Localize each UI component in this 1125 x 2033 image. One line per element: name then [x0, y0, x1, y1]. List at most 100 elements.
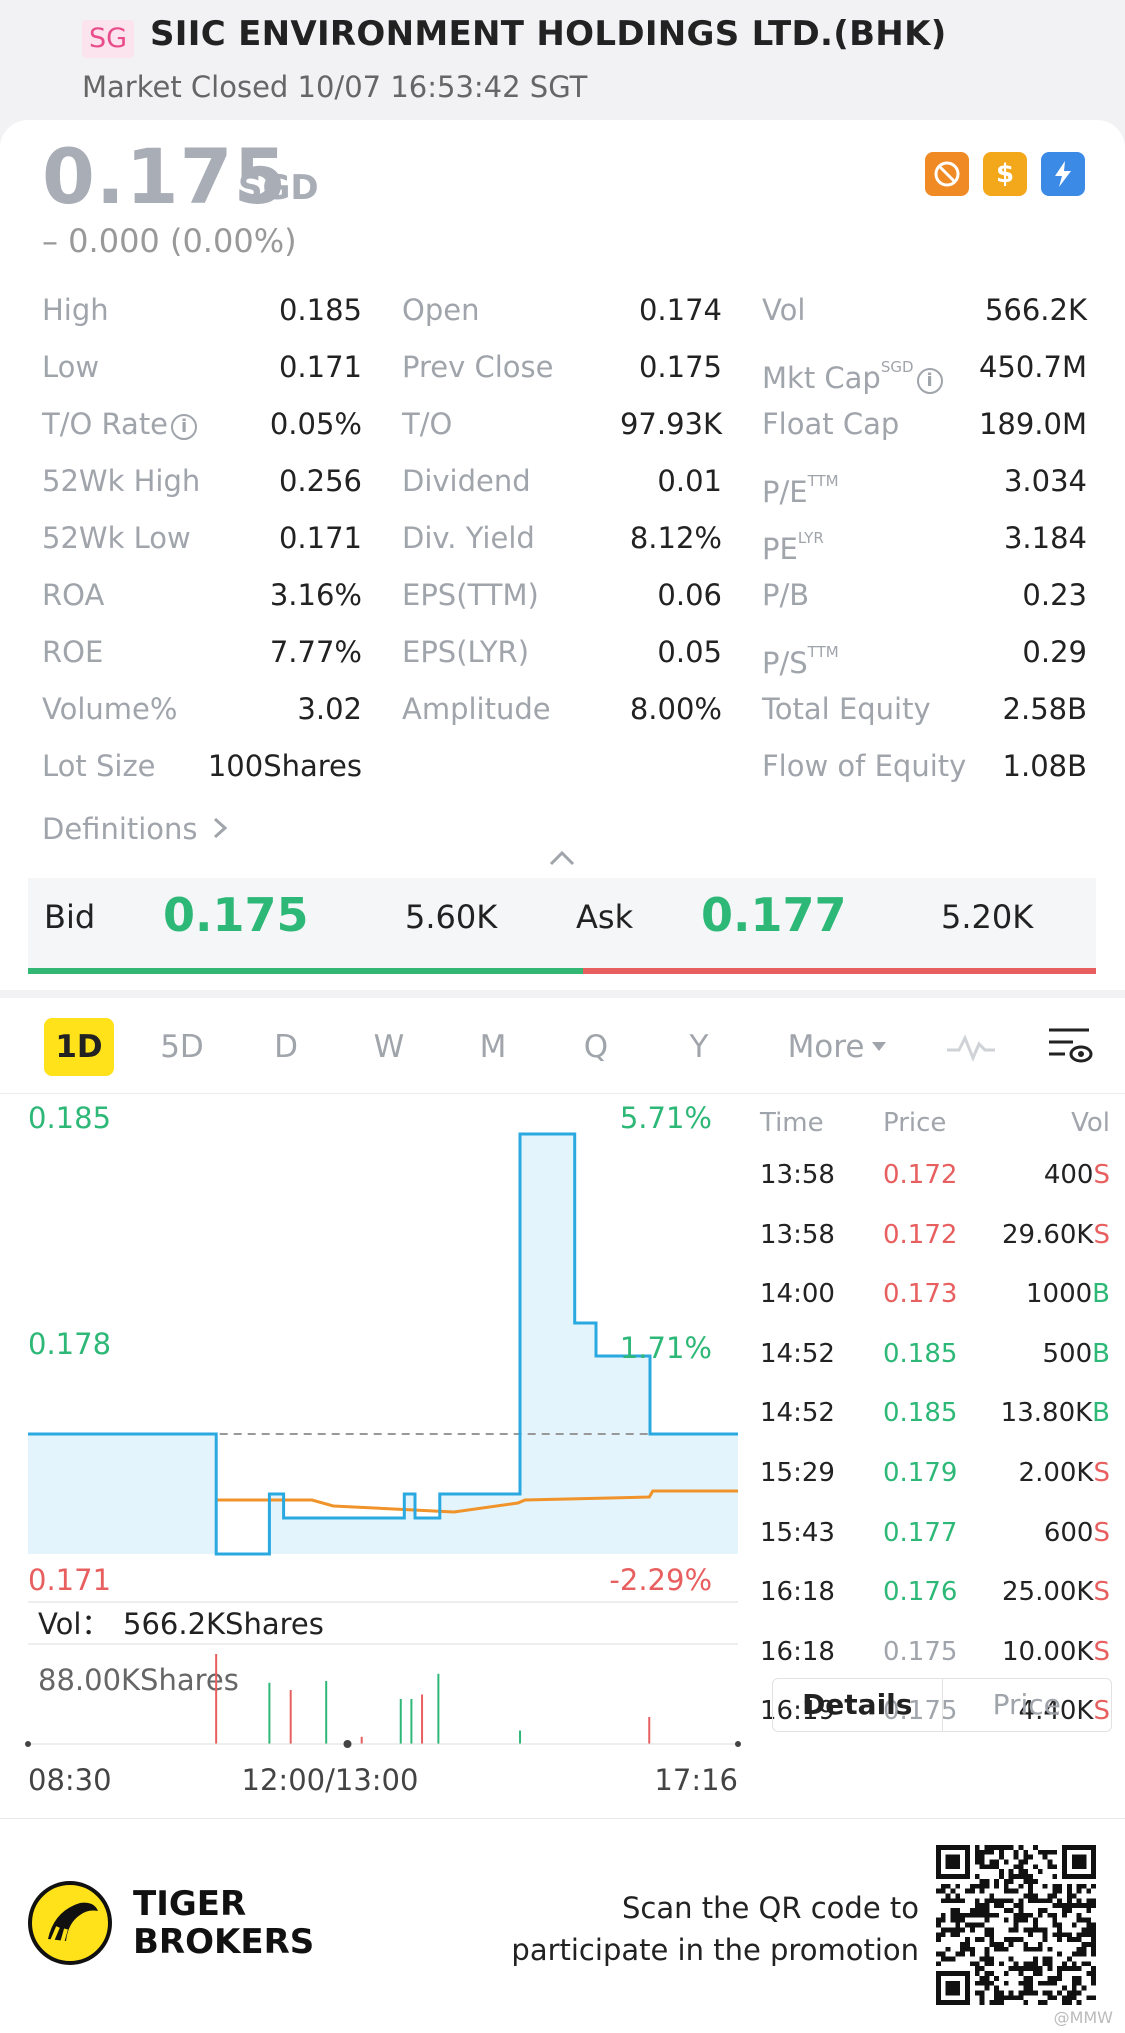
intraday-chart[interactable]: 0.185 0.178 0.171 5.71% 1.71% -2.29% Vol： 566.2… — [0, 1094, 760, 1814]
stat-pb: P/B 0.23 — [762, 567, 1087, 624]
stat-float-cap: Float Cap 189.0M — [762, 396, 1087, 453]
volume-label: Vol： — [38, 1607, 110, 1641]
superscript: TTM — [807, 643, 839, 661]
tab-details[interactable]: Details — [802, 1688, 913, 1721]
tab-q[interactable]: Q — [583, 1029, 609, 1065]
trade-volume: 13.80KB — [1001, 1398, 1110, 1428]
tab-1d[interactable]: 1D — [44, 1018, 114, 1076]
stat-label-text: P/S — [762, 646, 808, 680]
indicator-wave-icon[interactable] — [945, 1030, 997, 1064]
trade-volume: 600S — [1044, 1518, 1110, 1548]
stats-row: Volume% 3.02 Amplitude 8.00% Total Equity 2… — [42, 681, 1087, 738]
trade-volume: 400S — [1044, 1160, 1110, 1190]
trade-row: 14:52 0.185 500B — [760, 1339, 1110, 1398]
stats-row: 52Wk High 0.256 Dividend 0.01 P/ETTM 3.034 — [42, 453, 1087, 510]
trade-price: 0.172 — [883, 1160, 958, 1190]
stat-value: 450.7M — [978, 350, 1087, 384]
trade-row: 13:58 0.172 29.60KS — [760, 1220, 1110, 1279]
superscript: LYR — [797, 529, 824, 547]
stat-52wk-low: 52Wk Low 0.171 — [42, 510, 362, 567]
trade-row: 15:29 0.179 2.00KS — [760, 1458, 1110, 1517]
ask-label: Ask — [576, 898, 634, 936]
no-short-sell-icon[interactable] — [925, 152, 969, 196]
trade-time: 15:29 — [760, 1458, 835, 1488]
stat-to: T/O 97.93K — [402, 396, 722, 453]
pct-low-label: -2.29% — [609, 1563, 712, 1597]
flash-icon[interactable] — [1041, 152, 1085, 196]
stat-value: 3.02 — [297, 692, 362, 726]
qr-finder-center — [945, 1854, 961, 1870]
superscript: SGD — [880, 358, 914, 376]
qr-finder-center — [945, 1980, 961, 1996]
trade-side: S — [1093, 1458, 1110, 1488]
tab-price[interactable]: Price — [941, 1679, 1112, 1731]
stat-value: 0.174 — [638, 293, 722, 327]
stat-value: 0.05 — [657, 635, 722, 669]
info-icon[interactable]: i — [916, 368, 943, 394]
trade-volume: 2.00KS — [1019, 1458, 1110, 1488]
qr-modules — [936, 1845, 1096, 2005]
stat-value: 189.0M — [978, 407, 1087, 441]
stat-label: P/STTM — [762, 624, 839, 692]
promo-text: Scan the QR code to participate in the p… — [511, 1887, 919, 1971]
trade-row: 16:18 0.175 10.00KS — [760, 1637, 1110, 1696]
stat-value: 0.01 — [657, 464, 722, 498]
tab-more[interactable]: More — [772, 1018, 902, 1076]
stat-open: Open 0.174 — [402, 282, 722, 339]
y-low-label: 0.171 — [28, 1563, 111, 1597]
stat-value: 2.58B — [1002, 692, 1087, 726]
stat-52wk-high: 52Wk High 0.256 — [42, 453, 362, 510]
trade-row: 14:00 0.173 1000B — [760, 1279, 1110, 1338]
trade-volume-value: 2.00K — [1018, 1458, 1094, 1488]
chart-settings-icon[interactable] — [1045, 1024, 1093, 1068]
trade-row: 15:43 0.177 600S — [760, 1518, 1110, 1577]
pct-high-label: 5.71% — [620, 1101, 712, 1135]
trade-volume: 10.00KS — [1002, 1637, 1110, 1667]
tab-y[interactable]: Y — [689, 1029, 709, 1065]
qr-code[interactable] — [936, 1845, 1096, 2005]
price-change: – 0.000 (0.00%) — [42, 222, 297, 260]
ask-size: 5.20K — [941, 898, 1034, 936]
stat-value: 0.256 — [278, 464, 362, 498]
definitions-label: Definitions — [42, 812, 198, 846]
market-status: Market Closed 10/07 16:53:42 SGT — [82, 70, 588, 104]
avg-price-line — [216, 1489, 738, 1514]
watermark: @MMW — [1053, 2008, 1113, 2027]
stat-label: Prev Close — [402, 350, 554, 384]
volume-value: 566.2KShares — [123, 1607, 324, 1641]
stat-value: 0.175 — [638, 350, 722, 384]
dividend-icon[interactable]: $ — [983, 152, 1027, 196]
trade-price: 0.179 — [883, 1458, 958, 1488]
info-icon[interactable]: i — [171, 414, 198, 440]
superscript: TTM — [807, 472, 839, 490]
tab-w[interactable]: W — [373, 1029, 405, 1065]
axis-dot — [25, 1741, 31, 1747]
brand-line-2: BROKERS — [133, 1922, 315, 1962]
stat-label: T/O Rate i — [42, 396, 198, 453]
chevron-up-icon[interactable] — [548, 848, 576, 868]
stat-label: P/ETTM — [762, 453, 839, 521]
trade-price: 0.177 — [883, 1517, 958, 1548]
stat-total-equity: Total Equity 2.58B — [762, 681, 1087, 738]
trade-row: 13:58 0.172 400S — [760, 1160, 1110, 1219]
qr-finder — [936, 1845, 970, 1879]
stat-label-text: Mkt Cap — [762, 361, 881, 395]
x-label-start: 08:30 — [28, 1763, 112, 1797]
trade-side: B — [1092, 1338, 1110, 1369]
axis-dot — [735, 1741, 741, 1747]
tab-5d[interactable]: 5D — [160, 1029, 204, 1065]
quote-card: 0.175 SGD – 0.000 (0.00%) $ High 0.185 Op… — [0, 120, 1125, 990]
definitions-link[interactable]: Definitions — [42, 812, 228, 846]
stats-row: Lot Size 100Shares Flow of Equity 1.08B — [42, 738, 1087, 795]
stat-label: EPS(TTM) — [402, 578, 539, 612]
stat-label: 52Wk High — [42, 464, 201, 498]
tab-d[interactable]: D — [274, 1029, 298, 1065]
chevron-right-icon — [213, 812, 228, 846]
stat-div-yield: Div. Yield 8.12% — [402, 510, 722, 567]
bid-price: 0.175 — [163, 888, 309, 942]
stat-label: ROE — [42, 635, 104, 669]
brand-name: TIGER BROKERS — [133, 1885, 314, 1961]
stat-high: High 0.185 — [42, 282, 362, 339]
tab-m[interactable]: M — [479, 1029, 507, 1065]
last-price: 0.175 — [42, 132, 288, 221]
